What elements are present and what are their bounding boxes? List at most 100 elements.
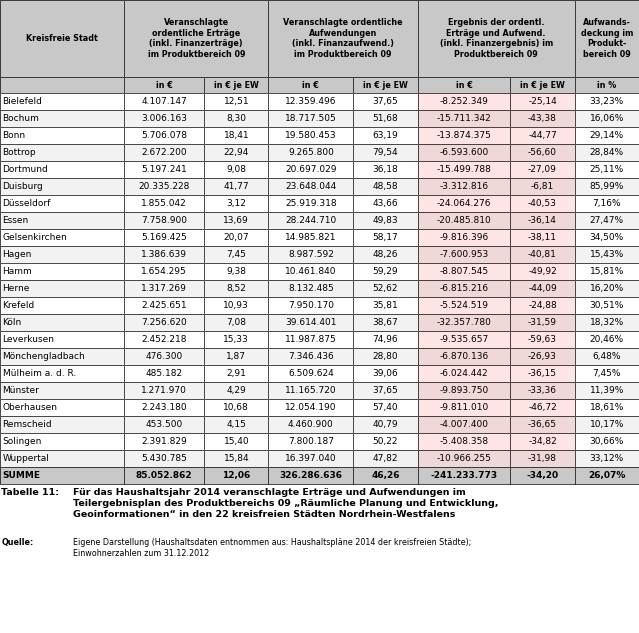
Bar: [204, 365, 268, 382]
Bar: [574, 246, 639, 263]
Bar: [511, 161, 574, 178]
Bar: [124, 450, 204, 467]
Bar: [574, 297, 639, 314]
Bar: [353, 348, 418, 365]
Text: 48,58: 48,58: [373, 182, 398, 191]
Bar: [511, 229, 574, 246]
Text: 16.397.040: 16.397.040: [285, 454, 337, 463]
Bar: [418, 77, 511, 93]
Bar: [268, 348, 353, 365]
Text: 41,77: 41,77: [224, 182, 249, 191]
Bar: [353, 93, 418, 110]
Bar: [574, 399, 639, 416]
Bar: [511, 77, 574, 93]
Text: 453.500: 453.500: [146, 420, 183, 429]
Bar: [124, 0, 268, 77]
Bar: [511, 348, 574, 365]
Bar: [353, 382, 418, 399]
Bar: [0, 144, 124, 161]
Bar: [204, 212, 268, 229]
Text: 40,79: 40,79: [373, 420, 398, 429]
Bar: [353, 365, 418, 382]
Bar: [353, 331, 418, 348]
Text: 15,33: 15,33: [224, 335, 249, 344]
Text: Krefeld: Krefeld: [3, 301, 35, 310]
Text: 2.243.180: 2.243.180: [141, 403, 187, 412]
Bar: [204, 110, 268, 127]
Bar: [511, 178, 574, 195]
Text: -3.312.816: -3.312.816: [440, 182, 488, 191]
Bar: [0, 314, 124, 331]
Bar: [574, 280, 639, 297]
Text: 27,47%: 27,47%: [590, 216, 624, 225]
Bar: [353, 416, 418, 433]
Bar: [418, 467, 511, 484]
Bar: [574, 0, 639, 77]
Bar: [0, 348, 124, 365]
Text: Münster: Münster: [3, 386, 40, 395]
Bar: [574, 263, 639, 280]
Bar: [418, 297, 511, 314]
Text: 18,41: 18,41: [224, 131, 249, 140]
Bar: [511, 416, 574, 433]
Bar: [0, 229, 124, 246]
Text: 7.950.170: 7.950.170: [288, 301, 334, 310]
Bar: [124, 297, 204, 314]
Bar: [124, 178, 204, 195]
Text: 39.614.401: 39.614.401: [285, 318, 337, 327]
Bar: [353, 263, 418, 280]
Bar: [268, 110, 353, 127]
Bar: [353, 382, 418, 399]
Bar: [124, 331, 204, 348]
Bar: [353, 127, 418, 144]
Bar: [0, 331, 124, 348]
Bar: [353, 195, 418, 212]
Text: -31,59: -31,59: [528, 318, 557, 327]
Text: 39,06: 39,06: [373, 369, 398, 378]
Text: Wuppertal: Wuppertal: [3, 454, 49, 463]
Bar: [353, 331, 418, 348]
Bar: [511, 450, 574, 467]
Bar: [204, 280, 268, 297]
Text: -34,20: -34,20: [527, 471, 558, 480]
Bar: [124, 0, 268, 77]
Bar: [0, 416, 124, 433]
Bar: [418, 246, 511, 263]
Bar: [0, 382, 124, 399]
Bar: [204, 77, 268, 93]
Bar: [574, 467, 639, 484]
Text: 46,26: 46,26: [371, 471, 399, 480]
Bar: [418, 110, 511, 127]
Bar: [204, 77, 268, 93]
Bar: [204, 127, 268, 144]
Bar: [511, 416, 574, 433]
Bar: [353, 161, 418, 178]
Text: 2.672.200: 2.672.200: [141, 148, 187, 157]
Bar: [268, 161, 353, 178]
Bar: [574, 433, 639, 450]
Bar: [124, 212, 204, 229]
Text: 15,81%: 15,81%: [590, 267, 624, 276]
Text: 35,81: 35,81: [373, 301, 398, 310]
Bar: [0, 195, 124, 212]
Bar: [268, 331, 353, 348]
Text: 58,17: 58,17: [373, 233, 398, 242]
Text: -59,63: -59,63: [528, 335, 557, 344]
Text: -10.966.255: -10.966.255: [436, 454, 491, 463]
Text: in %: in %: [597, 80, 617, 89]
Bar: [574, 433, 639, 450]
Bar: [353, 110, 418, 127]
Bar: [204, 246, 268, 263]
Bar: [0, 450, 124, 467]
Text: -13.874.375: -13.874.375: [436, 131, 491, 140]
Bar: [124, 348, 204, 365]
Text: 1.654.295: 1.654.295: [141, 267, 187, 276]
Bar: [268, 0, 418, 77]
Bar: [0, 314, 124, 331]
Text: -6.870.136: -6.870.136: [440, 352, 489, 361]
Text: 26,07%: 26,07%: [588, 471, 626, 480]
Bar: [124, 365, 204, 382]
Bar: [204, 263, 268, 280]
Text: -5.408.358: -5.408.358: [440, 437, 488, 446]
Bar: [204, 348, 268, 365]
